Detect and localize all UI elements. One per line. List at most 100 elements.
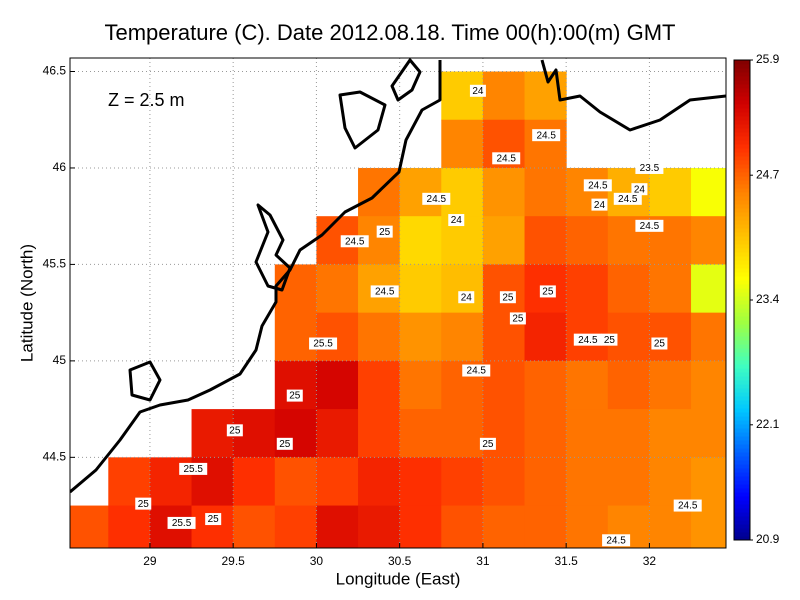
cell	[524, 505, 567, 548]
contour-label-box	[135, 497, 152, 510]
contour-label-box	[651, 337, 668, 350]
colorbar-step	[734, 468, 750, 473]
colorbar-step	[734, 536, 750, 541]
colorbar-step	[734, 152, 750, 157]
colorbar-step	[734, 408, 750, 413]
colorbar-step	[734, 488, 750, 493]
colorbar-step	[734, 72, 750, 77]
cell	[649, 312, 692, 362]
contour-label: 24.5	[345, 236, 365, 247]
colorbar-step	[734, 336, 750, 341]
cell	[524, 119, 567, 169]
cell	[316, 457, 359, 507]
cell	[482, 457, 526, 507]
colorbar-step	[734, 248, 750, 253]
colorbar-step	[734, 260, 750, 265]
x-tick-label: 32	[643, 554, 657, 568]
contour-label: 24.5	[496, 153, 516, 164]
colorbar-step	[734, 520, 750, 525]
colorbar-step	[734, 308, 750, 313]
colorbar-step	[734, 60, 750, 65]
contour-label-box	[631, 183, 648, 196]
contour-label-box	[376, 225, 393, 238]
contour-label: 25	[654, 339, 666, 350]
cell	[441, 312, 484, 362]
cell	[399, 505, 442, 548]
colorbar-step	[734, 264, 750, 269]
contour-label-box	[601, 333, 618, 346]
cell	[649, 167, 692, 217]
cell	[482, 71, 526, 121]
contour-label: 25.5	[183, 464, 203, 475]
colorbar-step	[734, 464, 750, 469]
cell	[441, 505, 484, 548]
cell	[607, 505, 650, 548]
cell	[482, 505, 526, 548]
colorbar-step	[734, 116, 750, 121]
cell	[399, 409, 442, 458]
colorbar-step	[734, 148, 750, 153]
cell	[691, 167, 726, 217]
cell	[399, 457, 442, 507]
coastline	[70, 58, 726, 494]
cell	[358, 312, 401, 362]
colorbar-tick-label: 20.9	[756, 532, 780, 546]
cell	[316, 505, 359, 548]
contour-label-box	[469, 84, 486, 97]
cell	[524, 312, 567, 362]
contour-label-box	[370, 285, 399, 298]
colorbar-step	[734, 240, 750, 245]
cell	[649, 360, 692, 410]
colorbar-step	[734, 312, 750, 317]
colorbar-step	[734, 244, 750, 249]
colorbar-step	[734, 204, 750, 209]
colorbar-step	[734, 364, 750, 369]
colorbar-step	[734, 352, 750, 357]
colorbar-step	[734, 424, 750, 429]
cell	[274, 360, 317, 410]
cell	[566, 409, 609, 458]
cell	[441, 264, 484, 314]
cell	[358, 505, 401, 548]
colorbar-step	[734, 180, 750, 185]
contour-label: 25	[502, 292, 514, 303]
colorbar-step	[734, 280, 750, 285]
cell	[607, 264, 650, 314]
cell	[482, 167, 526, 217]
contour-label-box	[613, 192, 642, 205]
cell	[691, 360, 726, 410]
contour-label-box	[573, 333, 602, 346]
contour-label: 25	[208, 514, 220, 525]
cell	[566, 457, 609, 507]
colorbar-step	[734, 92, 750, 97]
colorbar-step	[734, 484, 750, 489]
contour-label: 25	[542, 287, 554, 298]
cell	[191, 505, 234, 548]
cell	[566, 505, 609, 548]
cell	[524, 360, 567, 410]
colorbar-tick-label: 24.7	[756, 167, 780, 181]
contour-label: 25.5	[172, 518, 192, 529]
plot-frame	[69, 57, 727, 549]
colorbar-step	[734, 96, 750, 101]
contour-label-box	[602, 534, 631, 547]
cell	[399, 360, 442, 410]
contour-label-box	[532, 129, 561, 142]
colorbar-step	[734, 440, 750, 445]
colorbar-step	[734, 412, 750, 417]
contour-label: 24.5	[536, 130, 556, 141]
contour-label-box	[583, 179, 612, 192]
contour-label: 24	[634, 184, 646, 195]
y-axis-label: Latitude (North)	[17, 244, 36, 362]
colorbar-step	[734, 112, 750, 117]
contour-label: 24.5	[640, 221, 660, 232]
contour-label-box	[309, 337, 338, 350]
cell	[566, 264, 609, 314]
cell	[316, 264, 359, 314]
colorbar-step	[734, 220, 750, 225]
contour-label-box	[499, 291, 516, 304]
colorbar-step	[734, 332, 750, 337]
cell	[399, 264, 442, 314]
colorbar-step	[734, 324, 750, 329]
colorbar-step	[734, 380, 750, 385]
